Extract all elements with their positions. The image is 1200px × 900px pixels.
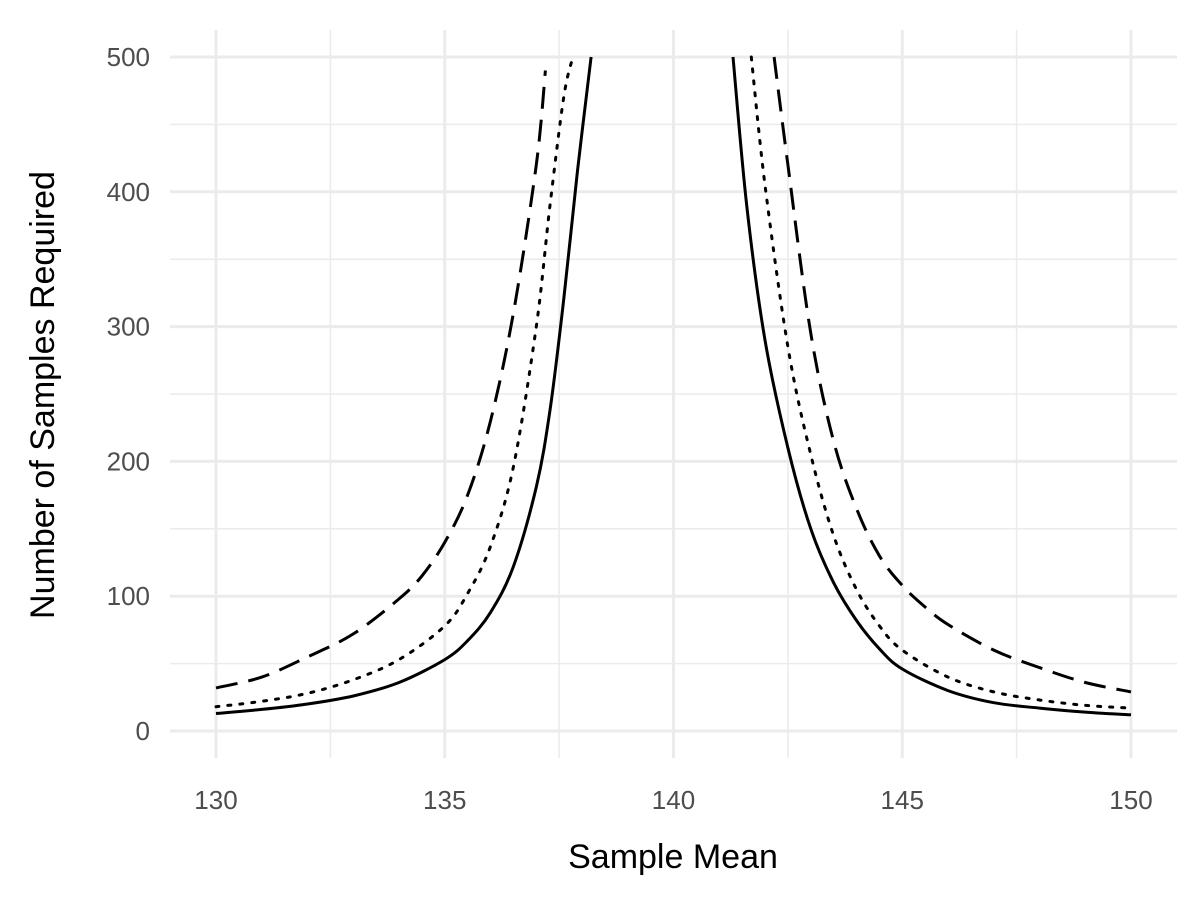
series-dotted-segment-1 xyxy=(214,55,575,709)
x-tick-label: 150 xyxy=(1109,785,1152,815)
grid xyxy=(170,30,1177,758)
series-dashed-segment-1 xyxy=(215,70,547,690)
x-axis-title: Sample Mean xyxy=(568,838,778,876)
series-solid-segment-1 xyxy=(215,56,593,715)
series-lines xyxy=(214,55,1133,717)
y-tick-label: 0 xyxy=(136,716,150,746)
y-tick-label: 200 xyxy=(107,446,150,476)
y-tick-label: 100 xyxy=(107,581,150,611)
y-tick-label: 500 xyxy=(107,42,150,72)
y-tick-label: 300 xyxy=(107,312,150,342)
x-tick-label: 145 xyxy=(881,785,924,815)
x-tick-label: 130 xyxy=(194,785,237,815)
x-tick-label: 140 xyxy=(652,785,695,815)
series-dashed-segment-2 xyxy=(772,56,1132,694)
series-solid-segment-2 xyxy=(731,56,1132,717)
y-tick-labels: 0 100 200 300 400 500 xyxy=(107,42,150,746)
x-tick-labels: 130 135 140 145 150 xyxy=(194,785,1152,815)
series-dotted-segment-2 xyxy=(749,55,1133,710)
y-tick-label: 400 xyxy=(107,177,150,207)
x-tick-label: 135 xyxy=(423,785,466,815)
y-axis-title: Number of Samples Required xyxy=(24,171,62,619)
